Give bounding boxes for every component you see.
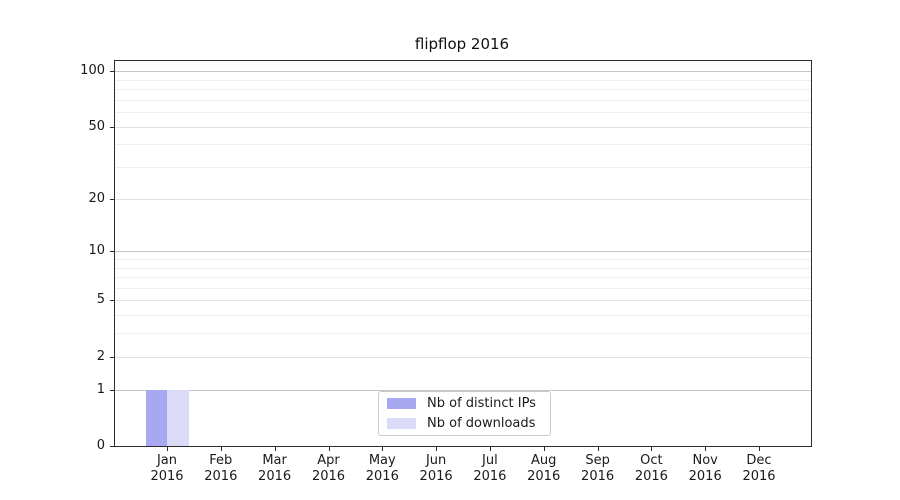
minor-gridline <box>115 333 811 335</box>
x-tick <box>759 446 760 451</box>
minor-gridline <box>115 99 811 101</box>
legend-label-downloads: Nb of downloads <box>427 416 536 431</box>
legend-item-downloads: Nb of downloads <box>387 415 550 432</box>
x-tick <box>328 446 330 451</box>
major-gridline <box>115 198 811 200</box>
minor-gridline <box>115 287 811 289</box>
major-gridline <box>115 300 811 302</box>
bar-nb-of-distinct-ips <box>145 389 167 446</box>
minor-gridline <box>115 277 811 278</box>
x-tick-label: Jul 2016 <box>473 453 507 484</box>
x-tick-label: Feb 2016 <box>204 453 238 484</box>
x-tick <box>274 446 276 451</box>
legend-swatch-downloads <box>387 418 416 429</box>
x-tick-label: Sep 2016 <box>581 453 615 484</box>
minor-gridline <box>115 167 811 168</box>
y-tick <box>110 356 115 358</box>
x-tick-label: Apr 2016 <box>311 453 346 484</box>
major-gridline <box>115 126 811 128</box>
y-tick-label: 0 <box>96 438 105 453</box>
legend-label-distinct-ips: Nb of distinct IPs <box>427 396 536 411</box>
legend-swatch-distinct-ips <box>387 398 416 409</box>
y-tick-label: 10 <box>88 243 105 259</box>
x-tick <box>489 446 491 451</box>
major-gridline <box>115 71 811 72</box>
major-gridline <box>115 251 811 253</box>
minor-gridline <box>115 258 811 260</box>
y-tick <box>110 71 115 72</box>
x-tick-label: Jan 2016 <box>150 453 184 484</box>
x-tick-label: Aug 2016 <box>527 453 561 484</box>
x-tick <box>543 446 545 451</box>
legend-item-distinct-ips: Nb of distinct IPs <box>387 395 550 412</box>
y-tick <box>110 300 115 302</box>
x-tick <box>597 446 599 451</box>
minor-gridline <box>115 315 811 317</box>
y-tick-label: 50 <box>88 118 105 134</box>
y-tick <box>110 126 115 128</box>
bar-nb-of-downloads <box>167 389 189 446</box>
chart-title: flipflop 2016 <box>414 35 510 53</box>
minor-gridline <box>115 112 811 113</box>
plot-area: Nb of distinct IPs Nb of downloads 0 1 2 5 1… <box>80 60 812 484</box>
x-tick <box>167 446 168 451</box>
x-tick <box>651 446 653 451</box>
minor-gridline <box>115 79 811 81</box>
x-tick-label: Jun 2016 <box>419 453 453 484</box>
x-tick <box>436 446 438 451</box>
y-tick <box>110 446 115 447</box>
y-tick-label: 5 <box>96 292 105 308</box>
x-tick <box>382 446 384 451</box>
major-gridline <box>115 356 811 358</box>
minor-gridline <box>115 267 811 269</box>
y-tick <box>110 198 115 200</box>
x-tick-label: Nov 2016 <box>688 453 722 484</box>
minor-gridline <box>115 89 811 90</box>
x-tick <box>705 446 707 451</box>
legend: Nb of distinct IPs Nb of downloads <box>378 391 551 436</box>
minor-gridline <box>115 144 811 146</box>
x-tick-label: Mar 2016 <box>258 453 292 484</box>
x-tick <box>220 446 222 451</box>
x-tick-label: May 2016 <box>365 453 399 484</box>
y-tick-label: 100 <box>80 63 105 78</box>
y-tick-label: 1 <box>96 381 105 397</box>
x-tick-label: Dec 2016 <box>742 453 776 484</box>
y-tick <box>110 251 115 253</box>
y-tick-label: 20 <box>88 190 105 206</box>
x-tick-label: Oct 2016 <box>634 453 668 484</box>
major-gridline <box>115 389 811 391</box>
y-tick <box>110 389 115 391</box>
y-tick-label: 2 <box>96 348 105 364</box>
